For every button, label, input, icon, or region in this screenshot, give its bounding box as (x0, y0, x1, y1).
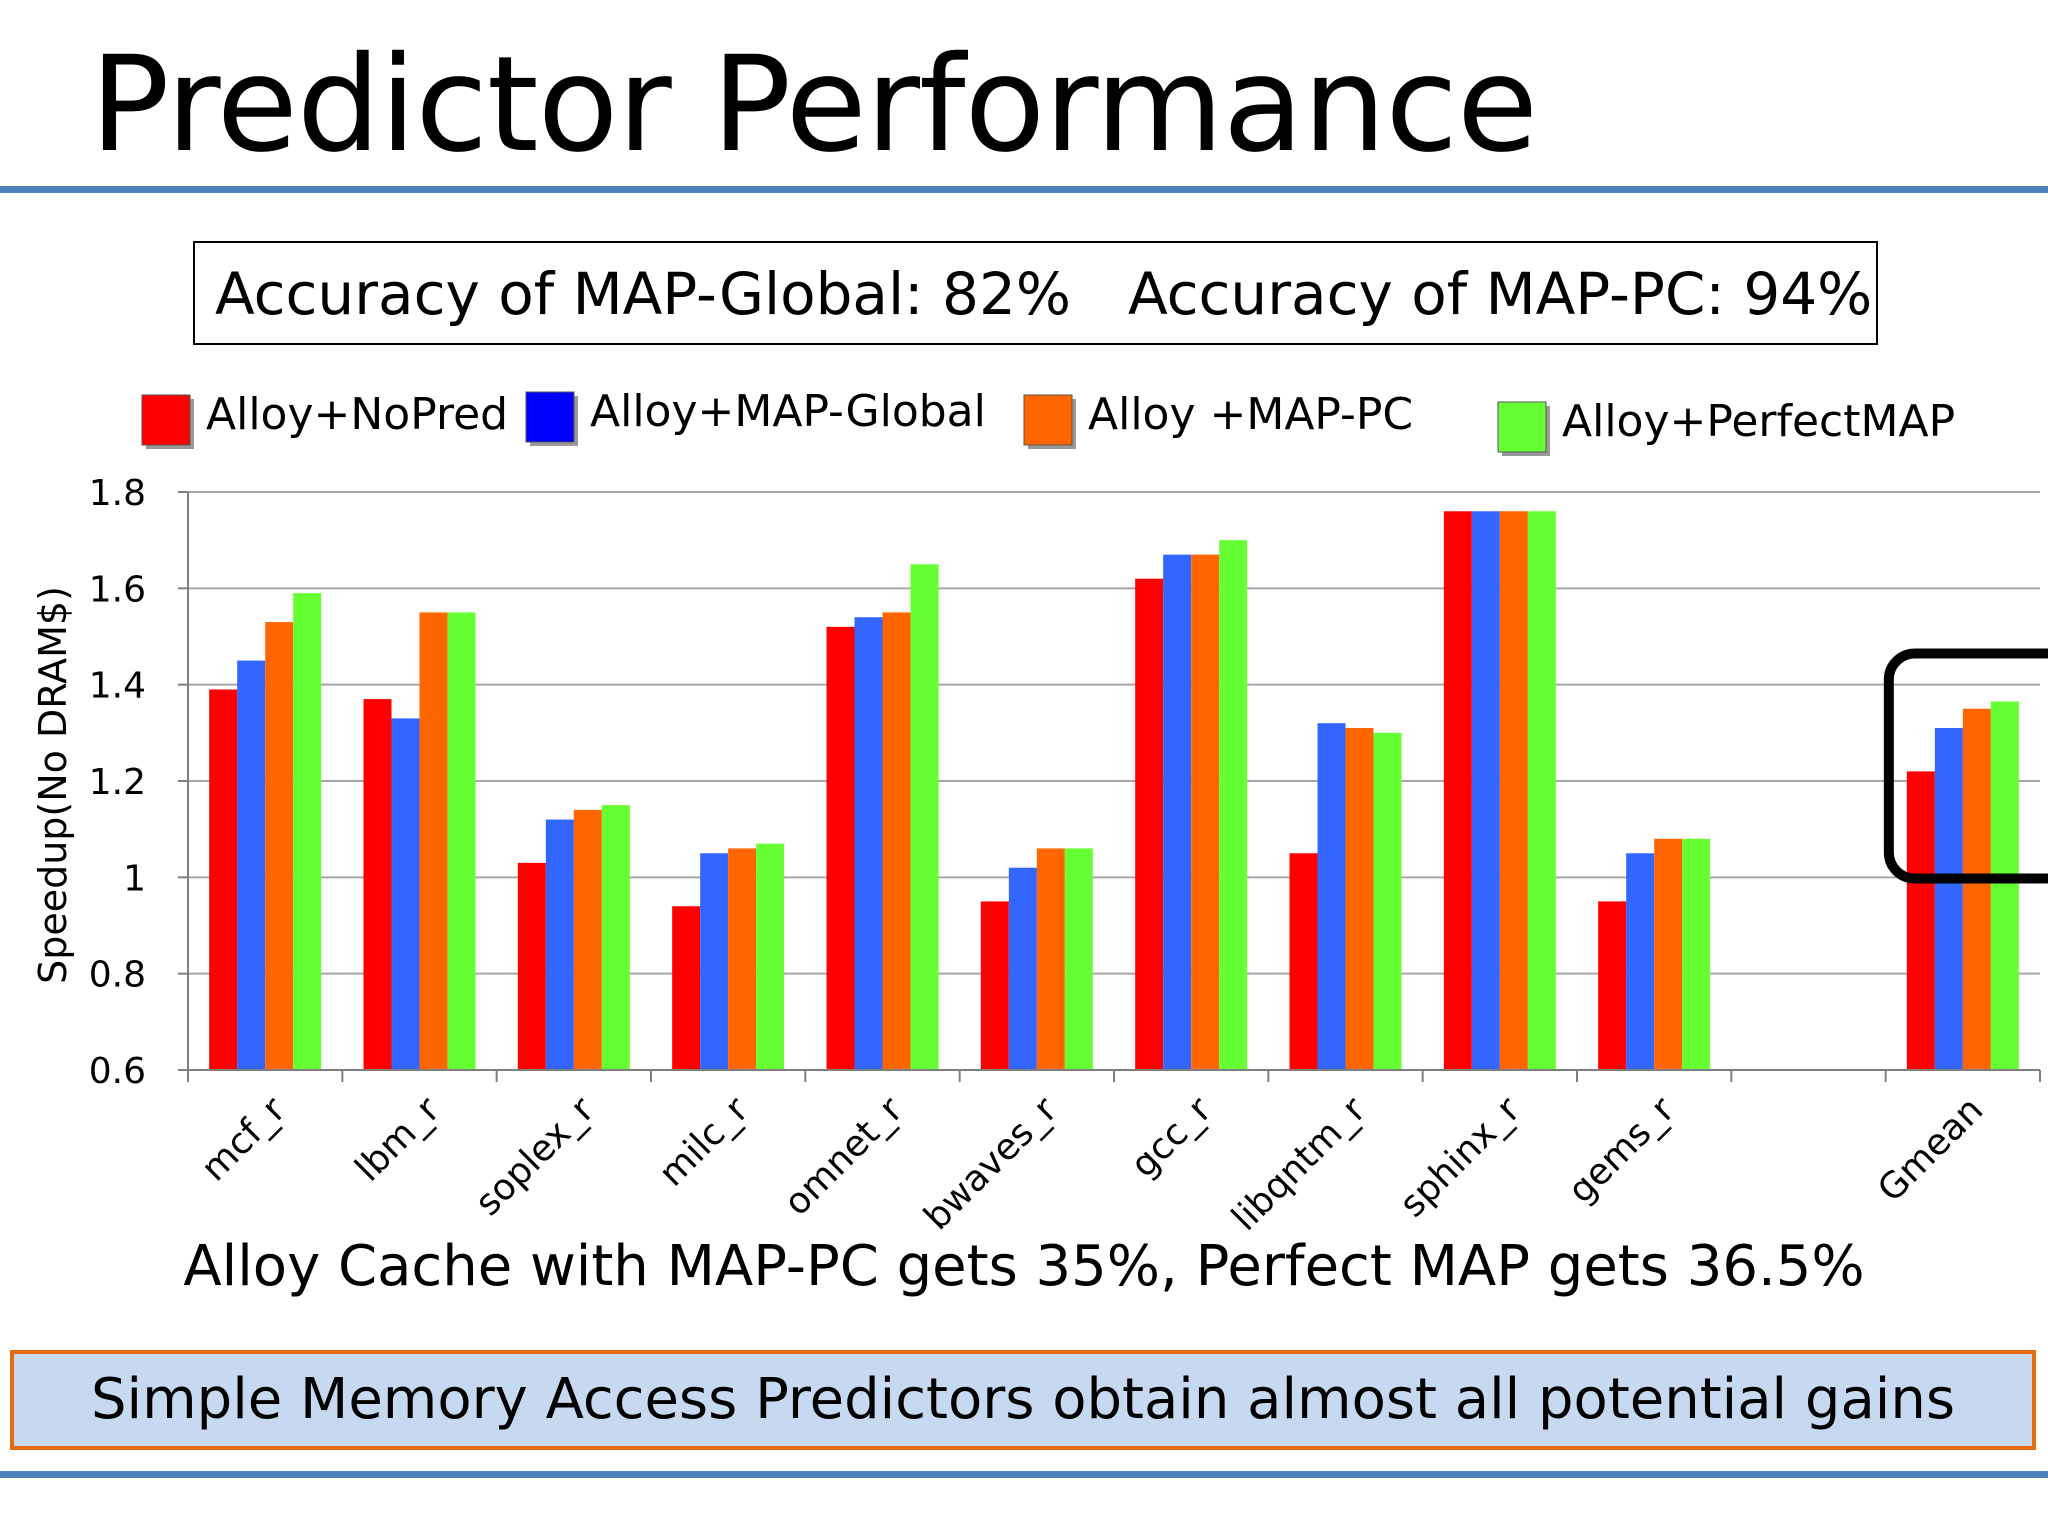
y-tick-label: 1.6 (89, 569, 146, 610)
legend-swatch-1 (525, 391, 575, 443)
y-tick-label: 0.6 (89, 1051, 146, 1092)
bar-sphinx_r-1 (1471, 511, 1500, 1070)
bar-sphinx_r-3 (1527, 511, 1556, 1070)
bar-libqntm_r-3 (1373, 732, 1402, 1070)
bar-libqntm_r-1 (1317, 723, 1346, 1070)
page-title: Predictor Performance (90, 28, 1538, 182)
chart-caption: Alloy Cache with MAP-PC gets 35%, Perfec… (183, 1234, 1865, 1299)
chart-bars (209, 511, 2019, 1070)
bar-mcf_r-0 (209, 689, 238, 1070)
bar-sphinx_r-2 (1499, 511, 1528, 1070)
bar-milc_r-2 (728, 848, 757, 1070)
bar-omnet_r-1 (854, 617, 883, 1070)
x-category-label: Gmean (1870, 1089, 1991, 1210)
x-category-label: gcc_r (1123, 1089, 1219, 1185)
conclusion-banner: Simple Memory Access Predictors obtain a… (10, 1350, 2036, 1450)
bar-lbm_r-1 (391, 718, 420, 1070)
x-category-label: mcf_r (194, 1089, 294, 1189)
legend-label-0: Alloy+NoPred (206, 389, 508, 440)
bottom-divider (0, 1471, 2048, 1478)
y-axis-label: Speedup(No DRAM$) (31, 586, 75, 984)
y-tick-label: 1.4 (89, 666, 146, 707)
bar-soplex_r-1 (545, 819, 574, 1070)
chart-category-labels: mcf_r lbm_r soplex_r milc_r omnet_r bwaves_r g… (194, 1089, 1992, 1239)
speedup-bar-chart: Alloy+NoPred Alloy+MAP-Global Alloy +MAP-P… (31, 386, 2048, 1239)
bar-Gmean-2 (1962, 708, 1991, 1070)
bar-mcf_r-3 (293, 593, 322, 1070)
bar-mcf_r-2 (265, 622, 294, 1070)
bar-mcf_r-1 (237, 660, 266, 1070)
bar-soplex_r-0 (517, 862, 546, 1070)
legend-swatch-2 (1023, 394, 1073, 446)
legend-label-1: Alloy+MAP-Global (590, 386, 986, 437)
accuracy-map-pc: Accuracy of MAP-PC: 94% (1128, 260, 1873, 328)
x-category-label: milc_r (651, 1089, 756, 1194)
bar-gcc_r-0 (1135, 578, 1164, 1070)
x-category-label: bwaves_r (916, 1089, 1065, 1238)
bar-lbm_r-2 (419, 612, 448, 1070)
bar-omnet_r-2 (882, 612, 911, 1070)
legend-label-2: Alloy +MAP-PC (1088, 389, 1413, 440)
chart-legend: Alloy+NoPred Alloy+MAP-Global Alloy +MAP-P… (141, 386, 1955, 456)
x-category-label: omnet_r (777, 1089, 911, 1223)
chart-tick-labels: 0.6 0.8 1 1.2 1.4 1.6 1.8 (89, 473, 146, 1092)
y-tick-label: 0.8 (89, 955, 146, 996)
bar-Gmean-1 (1934, 728, 1963, 1070)
bar-milc_r-0 (672, 906, 701, 1070)
x-category-label: gems_r (1560, 1089, 1682, 1211)
bar-milc_r-3 (756, 843, 785, 1070)
bar-milc_r-1 (700, 853, 729, 1070)
top-divider (0, 186, 2048, 193)
bar-lbm_r-0 (363, 699, 392, 1070)
gmean-highlight-box (1883, 648, 2048, 884)
bar-gcc_r-1 (1163, 554, 1192, 1070)
bar-gems_r-2 (1654, 838, 1683, 1070)
legend-swatch-3 (1497, 401, 1547, 453)
bar-gcc_r-2 (1191, 554, 1220, 1070)
bar-libqntm_r-2 (1345, 728, 1374, 1070)
y-tick-label: 1.8 (89, 473, 146, 514)
bar-bwaves_r-3 (1064, 848, 1093, 1070)
chart-axes (178, 491, 2041, 1082)
bar-bwaves_r-0 (980, 901, 1009, 1070)
accuracy-map-global: Accuracy of MAP-Global: 82% (215, 260, 1071, 328)
bar-sphinx_r-0 (1443, 511, 1472, 1070)
x-category-label: soplex_r (468, 1089, 603, 1224)
bar-gems_r-0 (1598, 901, 1627, 1070)
bar-gcc_r-3 (1219, 540, 1248, 1070)
bar-soplex_r-2 (573, 809, 602, 1070)
legend-swatch-0 (141, 394, 191, 446)
bar-Gmean-3 (1990, 701, 2019, 1070)
y-tick-label: 1 (123, 858, 146, 899)
bar-gems_r-1 (1626, 853, 1655, 1070)
y-tick-label: 1.2 (89, 762, 146, 803)
bar-bwaves_r-1 (1008, 867, 1037, 1070)
bar-libqntm_r-0 (1289, 853, 1318, 1070)
bar-Gmean-0 (1906, 771, 1935, 1070)
x-category-label: sphinx_r (1392, 1089, 1528, 1225)
bar-omnet_r-3 (910, 564, 939, 1070)
bar-gems_r-3 (1682, 838, 1711, 1070)
bar-lbm_r-3 (447, 612, 476, 1070)
bar-soplex_r-3 (601, 805, 630, 1070)
bar-omnet_r-0 (826, 626, 855, 1070)
x-category-label: libqntm_r (1224, 1089, 1374, 1239)
x-category-label: lbm_r (348, 1089, 448, 1189)
chart-gridlines (188, 491, 2040, 975)
bar-bwaves_r-2 (1036, 848, 1065, 1070)
accuracy-box: Accuracy of MAP-Global: 82% Accuracy of … (193, 241, 1878, 345)
legend-label-3: Alloy+PerfectMAP (1562, 396, 1955, 447)
